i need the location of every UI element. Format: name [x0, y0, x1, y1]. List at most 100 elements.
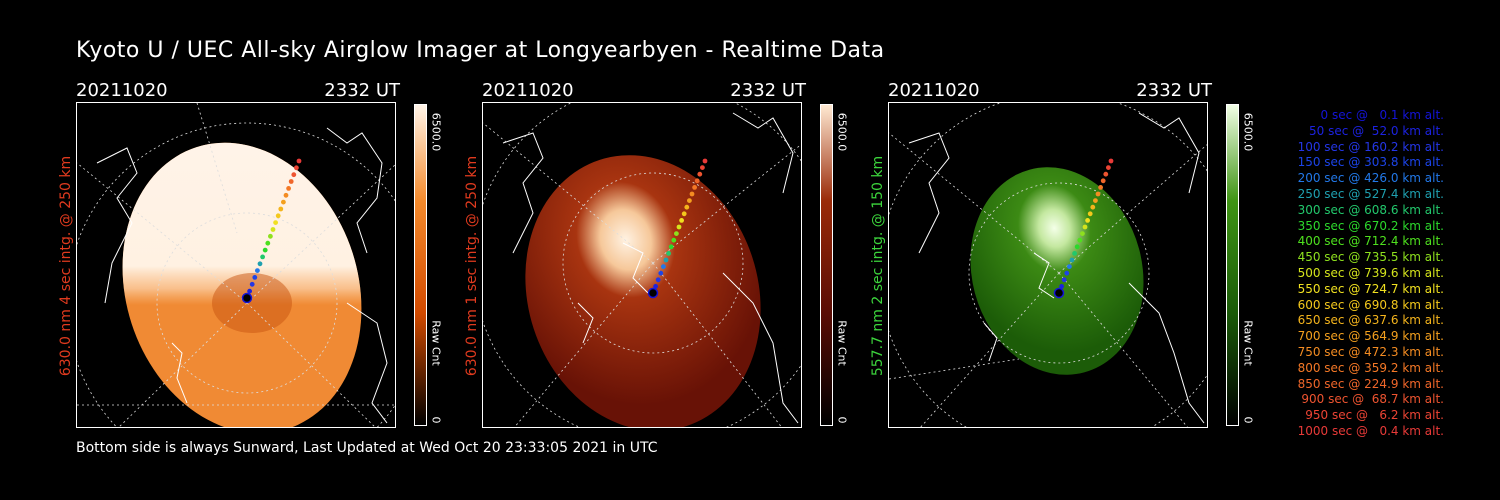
- trajectory-point: [255, 268, 260, 273]
- trajectory-point: [653, 284, 658, 289]
- panel-side-label: 630.0 nm 4 sec intg. @ 250 km: [56, 105, 76, 427]
- legend-entry: 1000 sec @ 0.4 km alt.: [1297, 423, 1444, 438]
- trajectory-point: [655, 277, 661, 283]
- trajectory-point: [681, 211, 687, 217]
- trajectory-point: [679, 218, 684, 223]
- legend-entry: 250 sec @ 527.4 km alt.: [1297, 186, 1444, 201]
- allsky-image: [888, 102, 1208, 428]
- trajectory-point: [658, 270, 664, 276]
- legend-entry: 950 sec @ 6.2 km alt.: [1305, 408, 1444, 423]
- airglow-ellipse: [525, 155, 761, 427]
- trajectory-point: [241, 292, 253, 304]
- legend-entry: 0 sec @ 0.1 km alt.: [1320, 108, 1445, 122]
- legend-entry: 200 sec @ 426.0 km alt.: [1297, 171, 1444, 186]
- trajectory-point: [663, 257, 669, 263]
- trajectory-point: [257, 261, 263, 267]
- map-grid: [483, 103, 801, 427]
- trajectory-point: [1100, 178, 1106, 184]
- trajectory-point: [273, 220, 278, 225]
- imager-panel-1: 20211020 2332 UT 630.0 nm 4 sec intg. @ …: [58, 80, 476, 432]
- allsky-image-graphic: [889, 103, 1207, 427]
- trajectory-point: [270, 227, 276, 232]
- coastlines: [908, 112, 1205, 424]
- trajectory-point: [692, 185, 697, 190]
- trajectory-point: [668, 244, 674, 250]
- panel-date: 20211020: [76, 80, 168, 101]
- map-grid: [889, 103, 1207, 427]
- trajectory-point: [647, 287, 659, 299]
- legend-entry: 450 sec @ 735.5 km alt.: [1297, 250, 1444, 265]
- trajectory-point: [1093, 198, 1098, 203]
- trajectory-point: [1061, 277, 1067, 283]
- trajectory-point: [1108, 158, 1114, 164]
- trajectory-point: [1082, 224, 1088, 230]
- legend-entry: 800 sec @ 359.2 km alt.: [1297, 360, 1444, 375]
- airglow-ellipse: [970, 167, 1144, 375]
- colorbar: [1226, 104, 1239, 426]
- trajectory-point: [1090, 204, 1096, 210]
- panel-side-label-text: 630.0 nm 4 sec intg. @ 250 km: [58, 155, 74, 377]
- trajectory-point: [694, 178, 700, 184]
- footer-note: Bottom side is always Sunward, Last Upda…: [76, 440, 658, 456]
- panel-side-label: 557.7 nm 2 sec intg. @ 150 km: [868, 105, 888, 427]
- trajectory-point: [1064, 270, 1070, 276]
- trajectory-point: [1087, 211, 1093, 217]
- legend-entry: 850 sec @ 224.9 km alt.: [1297, 376, 1444, 391]
- trajectory-point: [294, 165, 299, 171]
- allsky-image-graphic: [483, 103, 801, 427]
- trajectory-point: [286, 186, 291, 191]
- colorbar: [820, 104, 833, 426]
- trajectory-point: [700, 165, 705, 170]
- trajectory-point: [265, 240, 271, 246]
- legend-entry: 700 sec @ 564.9 km alt.: [1297, 329, 1444, 344]
- trajectory-point: [249, 281, 255, 287]
- colorbar: [414, 104, 427, 426]
- colorbar-min: 0: [429, 416, 443, 424]
- trajectory-point: [1069, 257, 1075, 263]
- trajectory-point: [262, 247, 268, 253]
- legend-entry: 300 sec @ 608.6 km alt.: [1297, 202, 1444, 217]
- legend-entry: 650 sec @ 637.6 km alt.: [1297, 313, 1444, 328]
- panel-date: 20211020: [482, 80, 574, 101]
- panel-time: 2332 UT: [730, 80, 806, 101]
- trajectory-point: [268, 233, 273, 239]
- legend-entry: 50 sec @ 52.0 km alt.: [1309, 123, 1444, 138]
- trajectory-point: [1085, 218, 1090, 223]
- trajectory-point: [278, 206, 284, 212]
- legend-entry: 550 sec @ 724.7 km alt.: [1297, 281, 1444, 296]
- trajectory: [241, 158, 302, 304]
- legend-entry: 400 sec @ 712.4 km alt.: [1297, 234, 1444, 249]
- colorbar-max: 6500.0: [429, 112, 443, 152]
- legend-entry: 150 sec @ 303.8 km alt.: [1297, 155, 1444, 170]
- trajectory-point: [291, 172, 297, 178]
- colorbar-unit: Raw Cnt: [835, 320, 849, 366]
- legend-entry: 350 sec @ 670.2 km alt.: [1297, 218, 1444, 233]
- imager-panel-2: 20211020 2332 UT 630.0 nm 1 sec intg. @ …: [464, 80, 882, 432]
- legend-entry: 900 sec @ 68.7 km alt.: [1301, 392, 1444, 407]
- trajectory-point: [674, 231, 679, 237]
- altitude-legend: 0 sec @ 0.1 km alt. 50 sec @ 52.0 km alt.…: [1262, 108, 1444, 440]
- trajectory-point: [247, 288, 253, 294]
- colorbar-max: 6500.0: [835, 112, 849, 152]
- trajectory-point: [687, 198, 692, 203]
- trajectory: [1053, 158, 1114, 299]
- trajectory-point: [689, 191, 695, 197]
- trajectory-point: [288, 179, 294, 184]
- trajectory-point: [1067, 264, 1072, 269]
- map-grid: [77, 103, 395, 427]
- panel-side-label-text: 630.0 nm 1 sec intg. @ 250 km: [464, 155, 480, 377]
- allsky-image: [482, 102, 802, 428]
- trajectory-point: [260, 254, 265, 260]
- trajectory-point: [1103, 171, 1109, 177]
- colorbar-unit: Raw Cnt: [1241, 320, 1255, 366]
- page-title: Kyoto U / UEC All-sky Airglow Imager at …: [76, 38, 885, 63]
- trajectory-point: [697, 171, 703, 177]
- trajectory-point: [1072, 251, 1077, 256]
- trajectory-point: [671, 237, 677, 243]
- trajectory-point: [666, 251, 671, 256]
- trajectory-point: [676, 224, 682, 230]
- allsky-image-graphic: [77, 103, 395, 427]
- trajectory-point: [1106, 165, 1111, 170]
- imager-panel-3: 20211020 2332 UT 557.7 nm 2 sec intg. @ …: [870, 80, 1288, 432]
- trajectory-point: [1098, 185, 1103, 190]
